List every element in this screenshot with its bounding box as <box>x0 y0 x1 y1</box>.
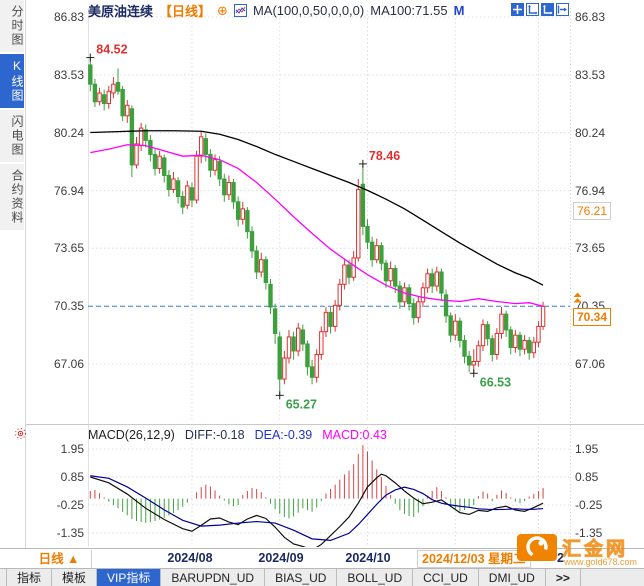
macd-layer <box>89 445 544 547</box>
chart-header: 美原油连续 【日线】 ⊕ MA(100,0,50,0,0,0) MA100:71… <box>88 2 465 19</box>
swing-high-label: 84.52 <box>96 43 127 57</box>
date-axis-row: 日线 ▲ 2024/08 2024/09 2024/10 2024/12/03 … <box>0 548 644 569</box>
swing-high-label: 78.46 <box>369 149 400 163</box>
macd-legend: MACD(26,12,9) DIFF:-0.18 DEA:-0.39 MACD:… <box>88 428 387 442</box>
macd-axis-label-left: -0.25 <box>56 497 84 512</box>
macd-axis-label-left: -1.35 <box>56 525 84 540</box>
swing-low-label: 66.53 <box>480 375 511 389</box>
price-axis-label-left: 70.35 <box>53 299 84 314</box>
macd-axis-label-right: -1.35 <box>575 525 603 540</box>
price-axis-label-left: 80.24 <box>53 125 84 140</box>
ma100-value: MA100:71.55 <box>370 2 448 18</box>
tab-barupdn[interactable]: BARUPDN_UD <box>161 569 266 586</box>
sidebar-item-time-chart[interactable]: 分时图 <box>0 0 24 52</box>
last-price-badge: 70.34 <box>573 308 612 327</box>
price-alert-icon <box>572 291 583 304</box>
macd-macd-value: MACD:0.43 <box>322 428 387 442</box>
tab-dmi[interactable]: DMI_UD <box>479 569 546 586</box>
tab-cci[interactable]: CCI_UD <box>413 569 479 586</box>
month-label: 2024/09 <box>258 551 304 565</box>
price-axis-label-right: 83.53 <box>575 67 606 82</box>
order-price-badge: 76.21 <box>573 202 612 221</box>
period-tag: 【日线】 <box>159 3 212 19</box>
macd-axis-label-left: 0.85 <box>60 470 84 484</box>
price-axis-label-right: 86.83 <box>575 10 606 24</box>
chart-type-sidebar: 分时图 K线图 闪电图 合约资料 <box>0 0 26 548</box>
crosshair-icon[interactable] <box>511 3 524 16</box>
axis-scale-active-icon[interactable] <box>541 3 554 16</box>
selected-date-label: 2024/12/03 星期二 <box>417 550 531 568</box>
tab-vip-indicator[interactable]: VIP指标 <box>97 569 162 586</box>
ma-extra: M <box>453 2 465 18</box>
macd-settings-icon[interactable] <box>14 427 27 440</box>
price-axis-label-left: 67.06 <box>53 356 84 371</box>
ma-legend-icon[interactable] <box>233 3 247 17</box>
price-axis-label-right: 76.94 <box>575 183 606 198</box>
price-axis-label-left: 83.53 <box>53 67 84 82</box>
macd-dea-value: DEA:-0.39 <box>254 428 313 442</box>
sidebar-item-contract-info[interactable]: 合约资料 <box>0 164 24 230</box>
price-axis-label-left: 86.83 <box>53 10 84 24</box>
price-axis-label-right: 67.06 <box>575 356 606 371</box>
macd-title: MACD(26,12,9) <box>88 428 175 442</box>
annotation-layer: 84.52 78.46 65.27 66.53 <box>86 43 511 411</box>
axis-scale-icon[interactable] <box>526 3 539 16</box>
sidebar-item-kline-chart[interactable]: K线图 <box>0 54 24 108</box>
ma-lines-layer <box>90 130 544 307</box>
month-label: 2024/10 <box>345 551 391 565</box>
chart-toolbar <box>511 3 569 16</box>
price-axis-label-right: 80.24 <box>575 125 606 140</box>
more-tabs-button[interactable]: >> <box>546 569 581 586</box>
sidebar-item-lightning-chart[interactable]: 闪电图 <box>0 110 24 162</box>
swing-low-label: 65.27 <box>286 397 317 411</box>
indicator-tab-bar: 指标 模板 VIP指标 BARUPDN_UD BIAS_UD BOLL_UD C… <box>0 568 644 586</box>
tab-template[interactable]: 模板 <box>52 569 98 586</box>
ma-formula: MA(100,0,50,0,0,0) <box>252 2 365 18</box>
price-axis-label-right: 73.65 <box>575 241 606 256</box>
macd-axis-label-right: 0.85 <box>575 470 599 484</box>
partial-month-label: 2 <box>557 551 564 565</box>
macd-diff-value: DIFF:-0.18 <box>184 428 245 442</box>
tab-indicator[interactable]: 指标 <box>6 569 53 586</box>
exit-chart-icon[interactable] <box>556 3 569 16</box>
candlestick-layer <box>88 57 546 396</box>
month-label: 2024/08 <box>167 551 213 565</box>
macd-axis-label-right: 1.95 <box>575 442 599 456</box>
macd-axis-label-left: 1.95 <box>60 442 84 456</box>
tab-boll[interactable]: BOLL_UD <box>337 569 414 586</box>
add-indicator-icon[interactable]: ⊕ <box>217 2 228 18</box>
price-axis-label-left: 73.65 <box>53 241 84 256</box>
symbol-name: 美原油连续 <box>88 3 154 19</box>
macd-axis-label-right: -0.25 <box>575 497 603 512</box>
period-selector[interactable]: 日线 ▲ <box>27 550 92 568</box>
tab-bias[interactable]: BIAS_UD <box>265 569 338 586</box>
price-axis-label-left: 76.94 <box>53 183 84 198</box>
